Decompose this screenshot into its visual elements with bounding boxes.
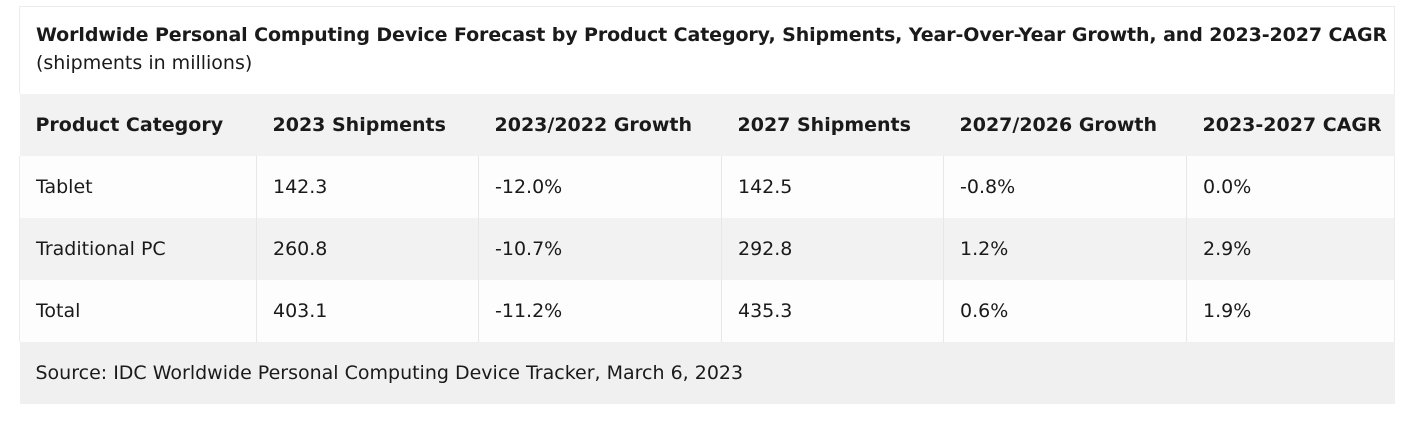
source-note: Source: IDC Worldwide Personal Computing… (19, 342, 1395, 404)
cell-cagr: 0.0% (1186, 156, 1396, 218)
header-product-category: Product Category (19, 94, 257, 156)
cell-2027-growth: -0.8% (943, 156, 1187, 218)
cell-2023-shipments: 142.3 (256, 156, 479, 218)
cell-category: Tablet (19, 156, 257, 218)
cell-cagr: 1.9% (1186, 280, 1396, 342)
forecast-table: Worldwide Personal Computing Device Fore… (18, 6, 1396, 404)
cell-2027-shipments: 142.5 (721, 156, 944, 218)
cell-2027-growth: 0.6% (943, 280, 1187, 342)
cell-2023-growth: -10.7% (478, 218, 722, 280)
cell-cagr: 2.9% (1186, 218, 1396, 280)
header-2023-shipments: 2023 Shipments (256, 94, 479, 156)
source-row: Source: IDC Worldwide Personal Computing… (19, 342, 1395, 404)
table-title: Worldwide Personal Computing Device Fore… (36, 24, 1387, 46)
cell-2023-shipments: 403.1 (256, 280, 479, 342)
table-row: Total 403.1 -11.2% 435.3 0.6% 1.9% (19, 280, 1396, 342)
table-row: Traditional PC 260.8 -10.7% 292.8 1.2% 2… (19, 218, 1396, 280)
header-2027-2026-growth: 2027/2026 Growth (943, 94, 1187, 156)
table-caption: Worldwide Personal Computing Device Fore… (18, 6, 1396, 94)
header-row: Product Category 2023 Shipments 2023/202… (19, 94, 1395, 156)
cell-2023-growth: -12.0% (478, 156, 722, 218)
header-2023-2022-growth: 2023/2022 Growth (478, 94, 722, 156)
cell-category: Total (19, 280, 257, 342)
cell-2023-growth: -11.2% (478, 280, 722, 342)
cell-category: Traditional PC (19, 218, 257, 280)
cell-2027-shipments: 435.3 (721, 280, 944, 342)
cell-2027-growth: 1.2% (943, 218, 1187, 280)
header-cagr: 2023-2027 CAGR (1186, 94, 1395, 156)
cell-2027-shipments: 292.8 (721, 218, 944, 280)
table-subtitle: (shipments in millions) (36, 52, 253, 74)
cell-2023-shipments: 260.8 (256, 218, 479, 280)
header-2027-shipments: 2027 Shipments (721, 94, 944, 156)
forecast-table-container: Worldwide Personal Computing Device Fore… (18, 6, 1396, 404)
table-row: Tablet 142.3 -12.0% 142.5 -0.8% 0.0% (19, 156, 1396, 218)
